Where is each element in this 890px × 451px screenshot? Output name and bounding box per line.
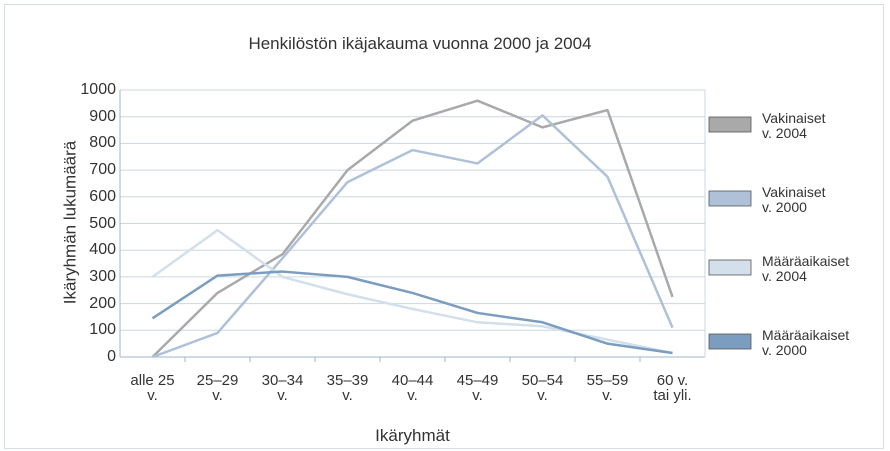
y-tick-label: 500 [89, 214, 116, 232]
y-tick-label: 900 [89, 107, 116, 125]
series-line [151, 228, 673, 355]
legend-label: Vakinaiset v. 2000 [762, 184, 826, 215]
legend-swatch [708, 190, 752, 207]
y-tick-label: 100 [89, 321, 116, 339]
series-line [152, 114, 674, 359]
y-tick-label: 300 [89, 267, 116, 285]
y-tick-label: 1000 [80, 81, 116, 98]
y-tick-label: 400 [89, 241, 116, 259]
x-tick-label: 40–44 v. [391, 372, 434, 404]
x-axis-label: Ikäryhmät [375, 426, 450, 445]
y-tick-label: 800 [89, 134, 116, 152]
series-line [151, 270, 673, 355]
x-tick-label: 45–49 v. [456, 372, 499, 404]
y-tick-label: 0 [107, 348, 116, 365]
legend-label: Määräaikaiset v. 2000 [762, 327, 850, 358]
legend-label: Määräaikaiset v. 2004 [762, 253, 850, 284]
y-tick-label: 700 [89, 161, 116, 179]
chart-title: Henkilöstön ikäjakauma vuonna 2000 ja 20… [248, 34, 592, 53]
frame [4, 4, 884, 449]
y-tick-label: 600 [89, 187, 116, 205]
y-tick-label: 200 [89, 294, 116, 312]
x-tick-label: 25–29 v. [196, 372, 239, 404]
legend-swatch [708, 333, 752, 350]
legend-swatch [708, 116, 752, 133]
legend-swatch [708, 259, 752, 276]
x-tick-label: alle 25 v. [130, 372, 175, 404]
legend-label: Vakinaiset v. 2004 [762, 110, 826, 141]
x-tick-label: 50–54 v. [521, 372, 564, 404]
x-tick-label: 35–39 v. [326, 372, 369, 404]
x-tick-label: 60 v. tai yli. [653, 372, 692, 404]
x-tick-label: 55–59 v. [586, 372, 629, 404]
x-tick-label: 30–34 v. [261, 372, 304, 404]
series-line [151, 99, 674, 358]
